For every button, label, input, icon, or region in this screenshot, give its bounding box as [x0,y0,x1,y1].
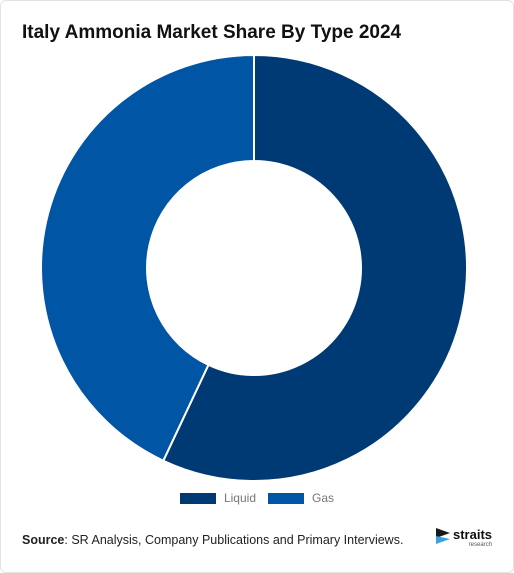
straits-logo[interactable]: straits research [436,528,492,548]
logo-tagline: research [468,542,493,548]
source-text: SR Analysis, Company Publications and Pr… [71,533,404,547]
logo-wordmark: straits [453,527,493,542]
chart-legend: Liquid Gas [0,491,514,505]
legend-label-liquid: Liquid [223,491,256,505]
donut-chart [40,53,468,480]
straits-logo-icon [436,528,450,544]
donut-slice-liquid[interactable] [161,53,468,480]
donut-slice-gas[interactable] [40,53,255,463]
legend-swatch-liquid [179,492,216,504]
legend-swatch-gas [268,492,304,504]
chart-title: Italy Ammonia Market Share By Type 2024 [22,22,402,43]
legend-item-liquid[interactable]: Liquid [179,491,256,505]
source-label: Source [22,533,65,547]
source-note: Source: SR Analysis, Company Publication… [22,533,404,547]
legend-item-gas[interactable]: Gas [268,491,334,505]
legend-label-gas: Gas [312,491,335,505]
